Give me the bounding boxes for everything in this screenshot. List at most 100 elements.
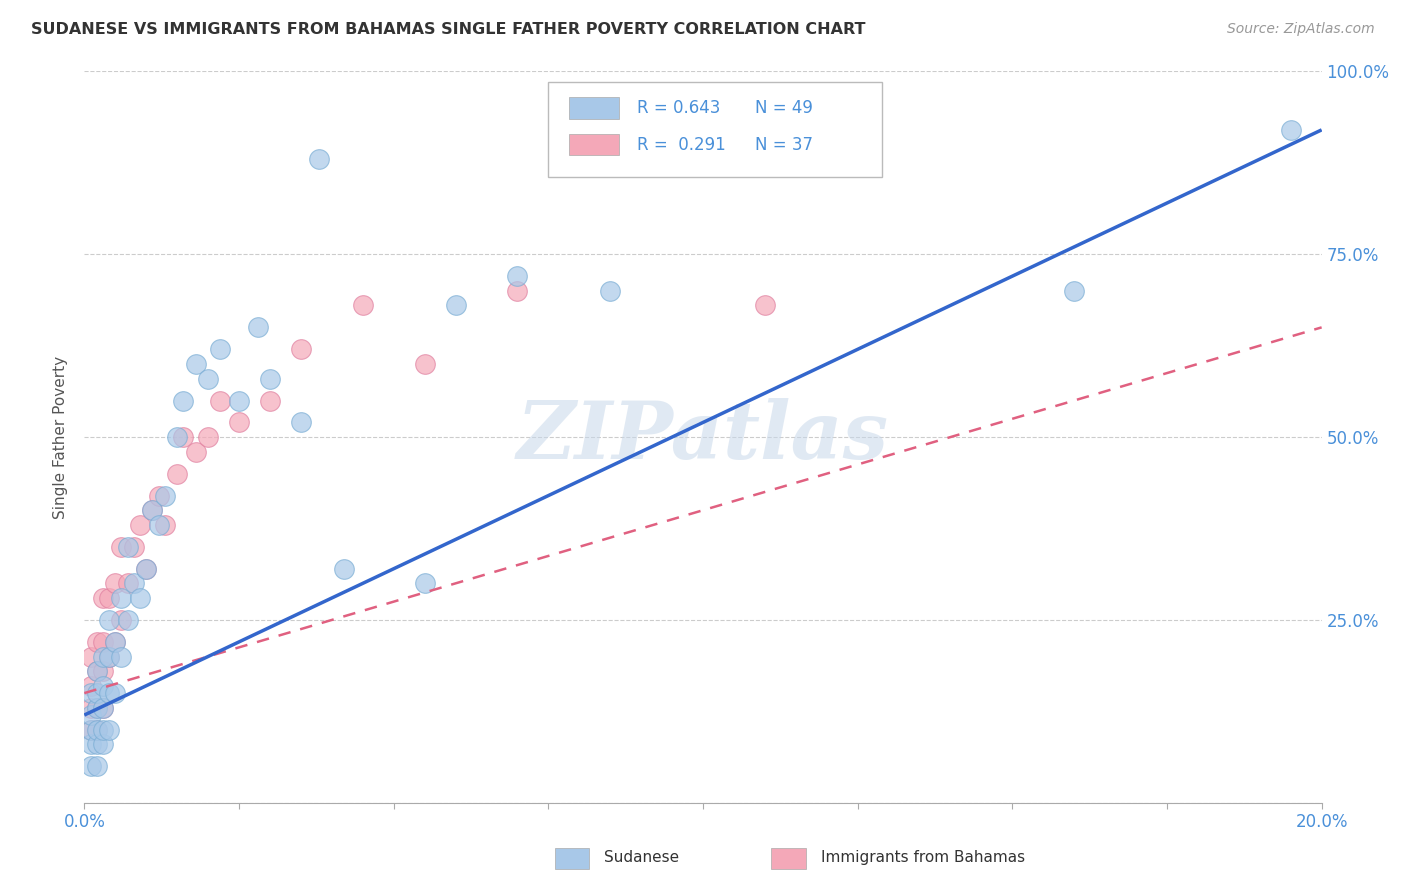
Point — [79, 679, 101, 693]
Point — [172, 393, 194, 408]
Point — [91, 649, 114, 664]
Point — [91, 700, 114, 714]
Point — [259, 393, 281, 408]
Point — [98, 686, 121, 700]
Point — [129, 591, 152, 605]
Point — [228, 416, 250, 430]
Point — [184, 444, 207, 458]
Text: Sudanese: Sudanese — [605, 850, 679, 865]
Point — [129, 517, 152, 532]
Point — [110, 613, 132, 627]
Point — [110, 540, 132, 554]
Point — [506, 284, 529, 298]
Text: R = 0.643: R = 0.643 — [637, 99, 721, 117]
Text: R =  0.291: R = 0.291 — [637, 136, 725, 153]
Point — [290, 416, 312, 430]
Point — [148, 489, 170, 503]
Point — [86, 723, 108, 737]
Point — [91, 700, 114, 714]
Point — [86, 700, 108, 714]
Point — [110, 649, 132, 664]
Point — [91, 723, 114, 737]
Point — [209, 393, 232, 408]
Point — [1063, 284, 1085, 298]
Point — [79, 759, 101, 773]
Point — [86, 686, 108, 700]
Text: Immigrants from Bahamas: Immigrants from Bahamas — [821, 850, 1025, 865]
Point — [153, 517, 176, 532]
Point — [79, 708, 101, 723]
Point — [79, 686, 101, 700]
Text: ZIPatlas: ZIPatlas — [517, 399, 889, 475]
Text: N = 37: N = 37 — [755, 136, 813, 153]
Text: N = 49: N = 49 — [755, 99, 813, 117]
Point — [197, 371, 219, 385]
Point — [290, 343, 312, 357]
Point — [79, 723, 101, 737]
Point — [228, 393, 250, 408]
Point — [86, 635, 108, 649]
Point — [117, 613, 139, 627]
Point — [122, 540, 145, 554]
Point — [86, 759, 108, 773]
Point — [104, 686, 127, 700]
Point — [104, 576, 127, 591]
Point — [246, 320, 269, 334]
Point — [98, 649, 121, 664]
Point — [166, 430, 188, 444]
Point — [117, 540, 139, 554]
Point — [148, 517, 170, 532]
Point — [91, 679, 114, 693]
FancyBboxPatch shape — [569, 134, 619, 155]
Text: SUDANESE VS IMMIGRANTS FROM BAHAMAS SINGLE FATHER POVERTY CORRELATION CHART: SUDANESE VS IMMIGRANTS FROM BAHAMAS SING… — [31, 22, 866, 37]
Point — [79, 700, 101, 714]
Point — [117, 576, 139, 591]
Point — [197, 430, 219, 444]
Point — [444, 298, 467, 312]
Point — [91, 737, 114, 751]
Point — [79, 649, 101, 664]
Point — [141, 503, 163, 517]
Point — [86, 700, 108, 714]
Point — [86, 723, 108, 737]
Point — [86, 737, 108, 751]
Point — [98, 591, 121, 605]
Point — [98, 613, 121, 627]
Point — [91, 664, 114, 678]
Y-axis label: Single Father Poverty: Single Father Poverty — [53, 356, 69, 518]
Point — [259, 371, 281, 385]
Point — [141, 503, 163, 517]
Point — [98, 723, 121, 737]
Point — [104, 635, 127, 649]
FancyBboxPatch shape — [548, 82, 883, 178]
Point — [506, 269, 529, 284]
Point — [209, 343, 232, 357]
Point — [333, 562, 356, 576]
Point — [79, 723, 101, 737]
Text: Source: ZipAtlas.com: Source: ZipAtlas.com — [1227, 22, 1375, 37]
FancyBboxPatch shape — [569, 97, 619, 119]
Point — [754, 298, 776, 312]
Point — [135, 562, 157, 576]
Point — [153, 489, 176, 503]
Point — [91, 591, 114, 605]
Point — [1279, 123, 1302, 137]
Point — [98, 649, 121, 664]
Point — [135, 562, 157, 576]
Point — [86, 664, 108, 678]
Point — [104, 635, 127, 649]
FancyBboxPatch shape — [554, 848, 589, 869]
Point — [122, 576, 145, 591]
Point — [86, 664, 108, 678]
Point — [110, 591, 132, 605]
Point — [413, 576, 436, 591]
Point — [172, 430, 194, 444]
Point — [184, 357, 207, 371]
Point — [308, 152, 330, 166]
Point — [91, 635, 114, 649]
FancyBboxPatch shape — [770, 848, 806, 869]
Point — [599, 284, 621, 298]
Point — [79, 737, 101, 751]
Point — [166, 467, 188, 481]
Point — [352, 298, 374, 312]
